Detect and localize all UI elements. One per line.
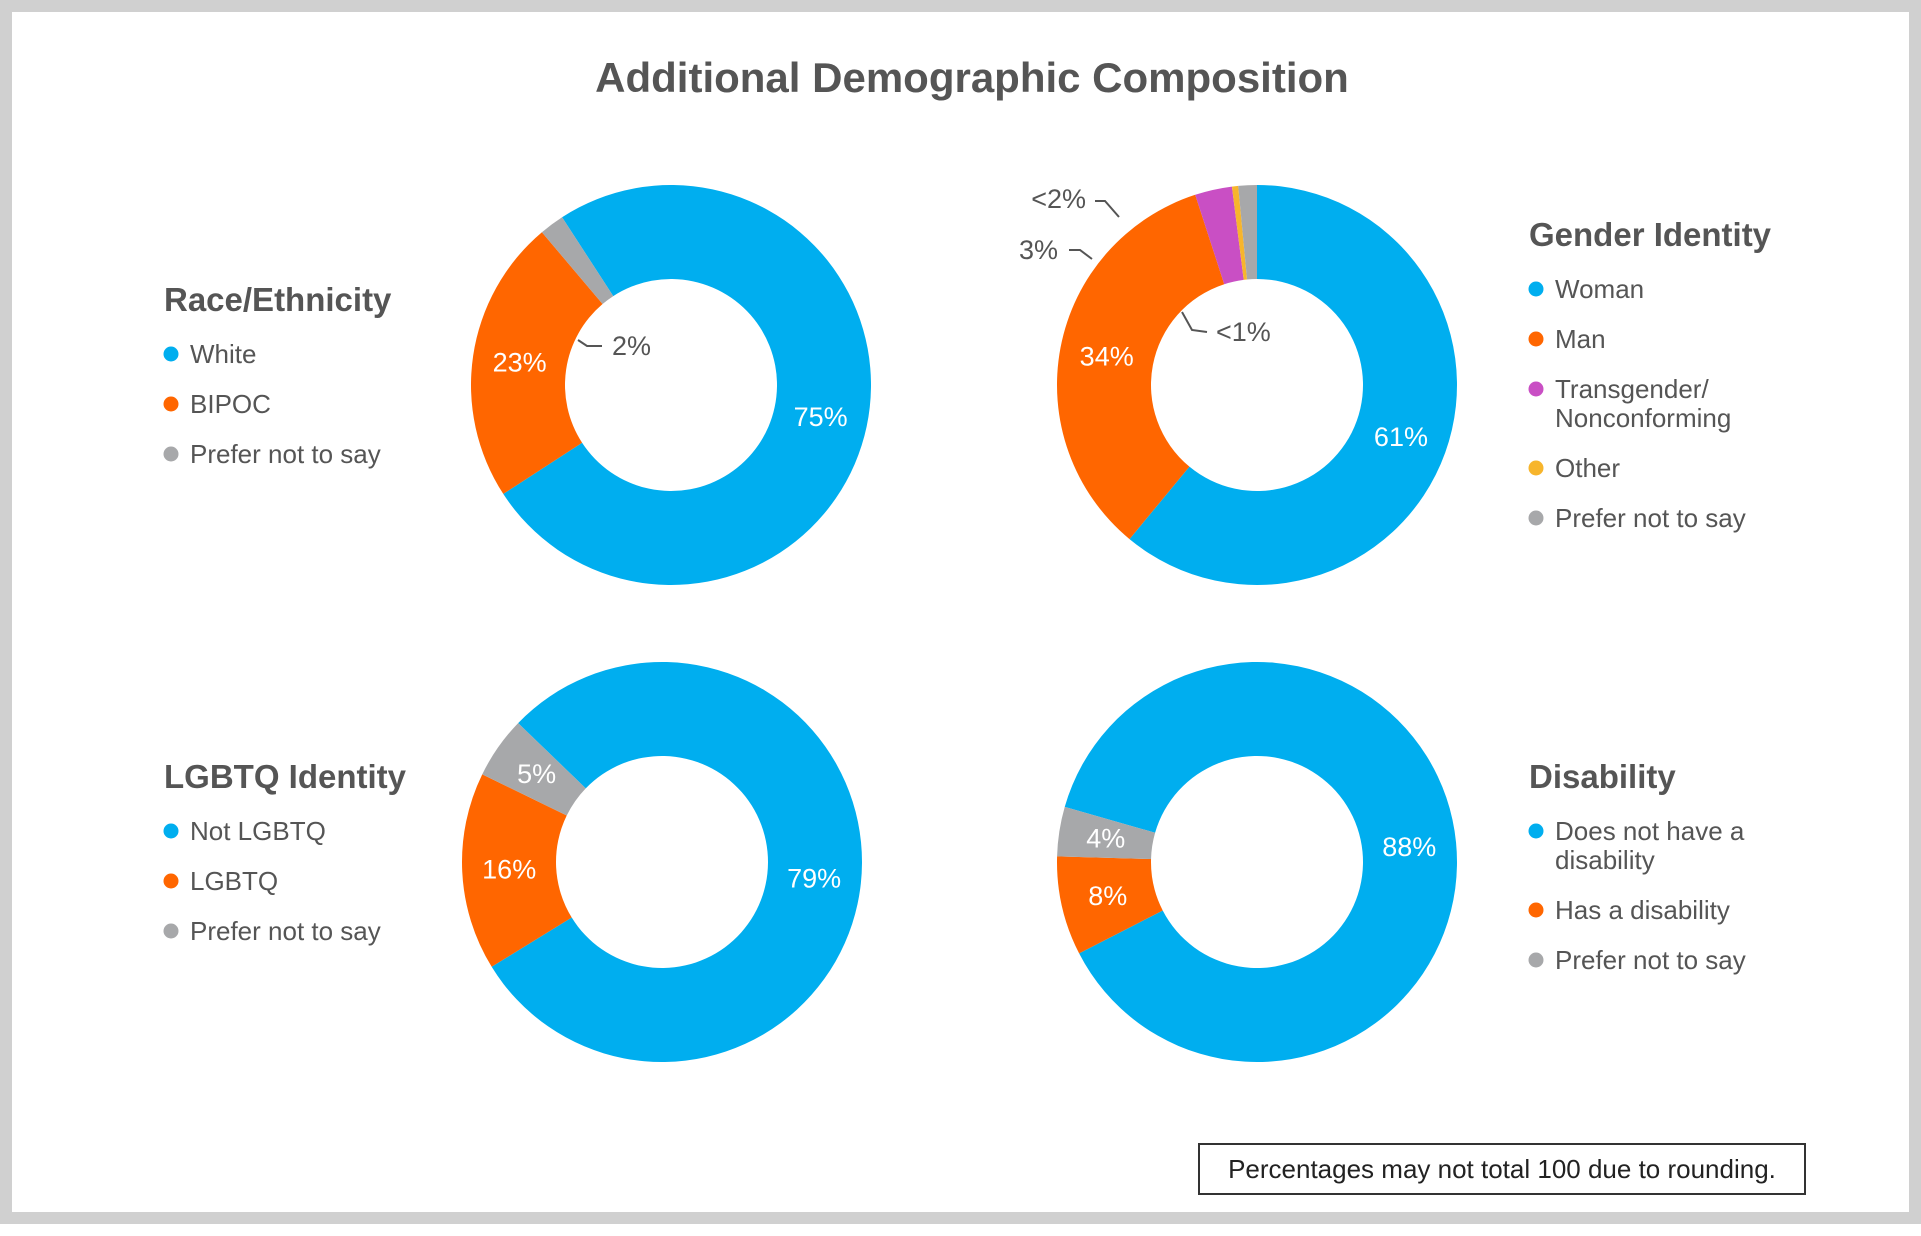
race-ethnicity-slice-prefer-not-to-say	[541, 217, 614, 305]
race-ethnicity-slice-bipoc	[471, 232, 603, 494]
disability-legend-swatch-does-not-have-a-disability	[1528, 823, 1544, 839]
gender-identity-chart: 61% 34% 3% <1% <2% Gender Identity Woman Man Tra…	[1019, 184, 1772, 585]
gender-identity-legend-label-transgender-nonconforming: Nonconforming	[1555, 403, 1731, 433]
lgbtq-identity-slice-not-lgbtq	[491, 662, 862, 1062]
disability-slice-label-has-a-disability: 8%	[1088, 881, 1127, 911]
rounding-note: Percentages may not total 100 due to rou…	[1198, 1143, 1806, 1195]
lgbtq-identity-legend-title: LGBTQ Identity	[164, 758, 407, 795]
race-ethnicity-legend-title: Race/Ethnicity	[164, 281, 392, 318]
gender-identity-legend-item-other: Other	[1528, 453, 1620, 483]
lgbtq-identity-legend-item-lgbtq: LGBTQ	[163, 866, 278, 896]
race-ethnicity-legend-label-bipoc: BIPOC	[190, 389, 271, 419]
lgbtq-identity-legend-swatch-lgbtq	[163, 873, 179, 889]
gender-identity-legend-item-man: Man	[1528, 324, 1606, 354]
disability-legend-item-has-a-disability: Has a disability	[1528, 895, 1730, 925]
gender-identity-legend-swatch-other	[1528, 460, 1544, 476]
gender-identity-legend-label-woman: Woman	[1555, 274, 1644, 304]
figure-title: Additional Demographic Composition	[595, 54, 1349, 101]
disability-legend-label-does-not-have-a-disability: disability	[1555, 845, 1655, 875]
disability-legend-label-does-not-have-a-disability: Does not have a	[1555, 816, 1745, 846]
race-ethnicity-callout-label-prefer-not-to-say: 2%	[612, 331, 651, 361]
gender-identity-legend-swatch-prefer-not-to-say	[1528, 510, 1544, 526]
lgbtq-identity-legend-item-not-lgbtq: Not LGBTQ	[163, 816, 326, 846]
race-ethnicity-leader-line-prefer-not-to-say	[577, 339, 602, 347]
gender-identity-legend-label-prefer-not-to-say: Prefer not to say	[1555, 503, 1746, 533]
race-ethnicity-legend-label-white: White	[190, 339, 256, 369]
gender-identity-slice-prefer-not-to-say	[1238, 185, 1257, 280]
disability-slice-prefer-not-to-say	[1057, 806, 1156, 860]
race-ethnicity-legend-label-prefer-not-to-say: Prefer not to say	[190, 439, 381, 469]
lgbtq-identity-slice-prefer-not-to-say	[482, 723, 586, 816]
disability-legend-swatch-prefer-not-to-say	[1528, 952, 1544, 968]
race-ethnicity-legend-item-bipoc: BIPOC	[163, 389, 271, 419]
disability-legend-label-prefer-not-to-say: Prefer not to say	[1555, 945, 1746, 975]
lgbtq-identity-legend-label-prefer-not-to-say: Prefer not to say	[190, 916, 381, 946]
gender-identity-slice-label-woman: 61%	[1374, 422, 1428, 452]
race-ethnicity-legend-swatch-prefer-not-to-say	[163, 446, 179, 462]
disability-chart: 88% 8% 4% Disability Does not have adisabili…	[1057, 662, 1746, 1062]
gender-identity-slice-transgender-nonconforming	[1195, 186, 1244, 285]
disability-legend-item-prefer-not-to-say: Prefer not to say	[1528, 945, 1746, 975]
gender-identity-leader-line-transgender-nonconforming	[1069, 249, 1093, 260]
gender-identity-slice-man	[1057, 194, 1225, 540]
disability-slice-does-not-have-a-disability	[1064, 662, 1457, 1062]
disability-slice-label-prefer-not-to-say: 4%	[1086, 824, 1125, 854]
gender-identity-legend-item-woman: Woman	[1528, 274, 1644, 304]
gender-identity-legend-title: Gender Identity	[1529, 216, 1772, 253]
lgbtq-identity-slice-label-not-lgbtq: 79%	[787, 864, 841, 894]
gender-identity-legend-label-transgender-nonconforming: Transgender/	[1555, 374, 1709, 404]
gender-identity-legend-swatch-man	[1528, 331, 1544, 347]
gender-identity-legend-item-prefer-not-to-say: Prefer not to say	[1528, 503, 1746, 533]
disability-legend-swatch-has-a-disability	[1528, 902, 1544, 918]
gender-identity-callout-label-prefer-not-to-say: <2%	[1031, 184, 1086, 214]
rounding-note-text: Percentages may not total 100 due to rou…	[1228, 1153, 1776, 1184]
lgbtq-identity-legend-label-not-lgbtq: Not LGBTQ	[190, 816, 326, 846]
race-ethnicity-legend-swatch-bipoc	[163, 396, 179, 412]
gender-identity-slice-woman	[1129, 185, 1457, 585]
disability-legend-label-has-a-disability: Has a disability	[1555, 895, 1730, 925]
gender-identity-legend-label-other: Other	[1555, 453, 1620, 483]
demographic-charts: Additional Demographic Composition 75% 23…	[163, 54, 1772, 1062]
lgbtq-identity-slice-lgbtq	[462, 774, 572, 967]
race-ethnicity-legend-swatch-white	[163, 346, 179, 362]
gender-identity-slice-label-man: 34%	[1080, 341, 1134, 371]
gender-identity-legend-label-man: Man	[1555, 324, 1606, 354]
disability-legend-title: Disability	[1529, 758, 1676, 795]
race-ethnicity-slice-white	[503, 185, 871, 585]
gender-identity-legend-swatch-woman	[1528, 281, 1544, 297]
gender-identity-leader-line-prefer-not-to-say	[1095, 200, 1120, 218]
gender-identity-legend-item-transgender-nonconforming: Transgender/Nonconforming	[1528, 374, 1731, 433]
gender-identity-legend-swatch-transgender-nonconforming	[1528, 381, 1544, 397]
race-ethnicity-slice-label-bipoc: 23%	[493, 348, 547, 378]
lgbtq-identity-slice-label-lgbtq: 16%	[482, 854, 536, 884]
lgbtq-identity-chart: 79% 16% 5% LGBTQ Identity Not LGBTQ LGBTQ Pref…	[163, 662, 862, 1062]
race-ethnicity-chart: 75% 23% 2% Race/Ethnicity White BIPOC Prefer n…	[163, 185, 871, 585]
race-ethnicity-slice-label-white: 75%	[794, 402, 848, 432]
gender-identity-slice-other	[1231, 185, 1248, 280]
gender-identity-leader-line-other	[1181, 311, 1208, 333]
lgbtq-identity-legend-item-prefer-not-to-say: Prefer not to say	[163, 916, 381, 946]
lgbtq-identity-legend-label-lgbtq: LGBTQ	[190, 866, 278, 896]
race-ethnicity-legend-item-prefer-not-to-say: Prefer not to say	[163, 439, 381, 469]
lgbtq-identity-slice-label-prefer-not-to-say: 5%	[517, 759, 556, 789]
disability-slice-label-does-not-have-a-disability: 88%	[1382, 832, 1436, 862]
gender-identity-callout-label-other: <1%	[1216, 317, 1271, 347]
lgbtq-identity-legend-swatch-prefer-not-to-say	[163, 923, 179, 939]
race-ethnicity-legend-item-white: White	[163, 339, 256, 369]
disability-slice-has-a-disability	[1057, 856, 1163, 954]
gender-identity-callout-label-transgender-nonconforming: 3%	[1019, 235, 1058, 265]
lgbtq-identity-legend-swatch-not-lgbtq	[163, 823, 179, 839]
